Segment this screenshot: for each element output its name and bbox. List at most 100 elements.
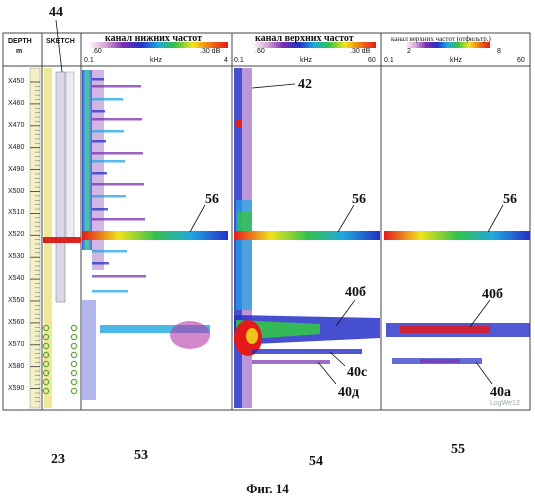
leader-56b [338,205,354,232]
callout-42: 42 [298,78,312,92]
depth-label: X500 [8,188,24,195]
depth-title: DEPTH [8,38,32,45]
sketch-title: SKETCH [46,38,75,45]
depth-label: X580 [8,363,24,370]
depth-label: X540 [8,275,24,282]
panel1-axis-max: 4 [224,57,228,64]
panel2-title: канал верхних частот [255,34,354,44]
panel1-streak [92,98,123,101]
panel3-axis-max: 60 [517,57,525,64]
panel1-streak [92,152,143,155]
callout-40d: 40д [338,386,359,400]
leader-40b2 [470,300,490,327]
panel1-streak [92,160,125,163]
panel1-lower-left [82,300,96,400]
panel2-axis-max: 60 [368,57,376,64]
callout-40c: 40с [347,366,367,380]
panel1-stream-56 [82,231,228,240]
panel1-streak [92,290,128,293]
depth-label: X590 [8,385,24,392]
sketch-red-marker [43,237,81,243]
panel-low-frequency [82,42,228,400]
callout-40b-panel2: 40б [345,286,366,300]
panel2-scale-min: .60 [255,48,265,55]
sketch-green-ring [71,361,76,366]
callout-44: 44 [49,6,63,20]
panel3-band-40a-core [420,359,460,363]
leader-42 [252,84,295,88]
depth-label: X490 [8,166,24,173]
depth-label: X570 [8,341,24,348]
panel2-red-fleck [236,120,242,128]
watermark: LogWe12 [490,400,520,407]
callout-40a: 40а [490,386,511,400]
panel3-axis-min: 0.1 [384,57,394,64]
panel1-axis-unit: kHz [150,57,162,64]
leader-40a [476,362,492,384]
panel1-streak [92,140,106,143]
sketch-track [43,68,81,408]
panel1-streak [92,183,144,186]
leader-56a [190,205,205,232]
depth-label: X450 [8,78,24,85]
panel3-stream-56 [384,231,530,240]
panel2-hotspot-core [246,328,258,344]
panel1-streak [92,118,142,121]
panel1-purple-blob [170,321,210,349]
depth-unit: m [16,48,22,55]
panel3-scale-max: 8 [497,48,501,55]
leader-40d [318,362,336,384]
panel1-streak [92,172,107,175]
callout-23: 23 [51,453,65,467]
panel1-streak [92,110,105,113]
panel1-streak [92,250,127,253]
panel1-streak [92,130,124,133]
callout-53: 53 [134,449,148,463]
depth-label: X560 [8,319,24,326]
panel2-streak-40c [252,349,362,354]
callout-56-panel1: 56 [205,193,219,207]
panel1-scale-min: .60 [92,48,102,55]
sketch-green-ring [71,352,76,357]
callout-56-panel2: 56 [352,193,366,207]
callout-40b-panel3: 40б [482,288,503,302]
leader-56c [488,205,503,232]
depth-ruler [30,68,40,408]
panel3-axis-unit: kHz [450,57,462,64]
sketch-tube-inner [66,72,74,242]
panel1-streak [92,208,108,211]
callout-54: 54 [309,455,323,469]
panel1-streak [92,262,109,265]
panel1-title: канал нижних частот [105,34,202,44]
panel2-stream-56 [234,231,380,240]
sketch-green-ring [71,343,76,348]
panel1-streak [92,85,141,88]
depth-label: X530 [8,253,24,260]
sketch-green-ring [71,325,76,330]
sketch-green-ring [71,370,76,375]
panel3-band-40b-core [400,326,490,333]
panel1-scale-max: .30 dB [200,48,220,55]
panel1-streak [92,195,126,198]
depth-label: X480 [8,144,24,151]
figure-caption: Фиг. 14 [0,481,535,497]
sketch-tube-44 [56,72,65,302]
panel1-streak [92,218,145,221]
panel3-scale-min: 2 [407,48,411,55]
depth-label: X510 [8,209,24,216]
panel1-left-band [82,70,92,250]
panel-high-frequency [234,42,380,408]
depth-label: X550 [8,297,24,304]
sketch-green-ring [71,388,76,393]
sketch-green-ring [71,334,76,339]
leader-44 [56,20,62,72]
callout-56-panel3: 56 [503,193,517,207]
depth-label: X460 [8,100,24,107]
leader-40c [330,352,345,366]
sketch-green-ring [71,379,76,384]
panel2-green-zone [237,212,251,232]
depth-label: X470 [8,122,24,129]
panel2-axis-unit: kHz [300,57,312,64]
depth-label: X520 [8,231,24,238]
